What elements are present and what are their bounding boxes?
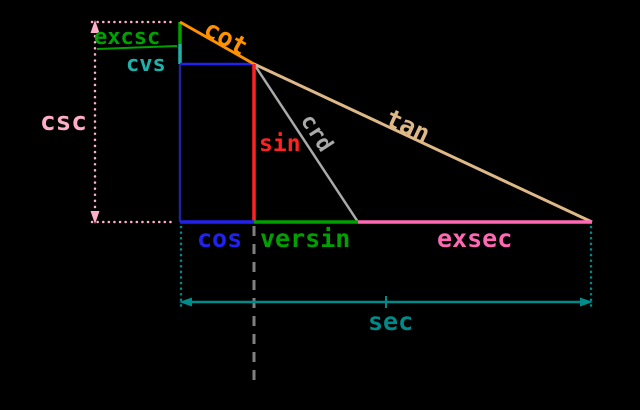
csc-arrowhead-bottom-icon (90, 211, 100, 224)
excsc-label: excsc (94, 25, 160, 50)
sin-label: sin (259, 131, 301, 157)
cot-label: cot (199, 14, 253, 61)
excsc-leader-line (96, 45, 178, 50)
sec-arrowhead-left-icon (179, 297, 192, 307)
cvs-label: cvs (126, 52, 166, 77)
versin-label: versin (260, 224, 350, 253)
csc-arrowhead-top-icon (90, 20, 100, 33)
sec-label: sec (368, 307, 413, 336)
cos-label: cos (197, 224, 242, 253)
tan-label: tan (381, 103, 434, 148)
sec-arrowhead-right-icon (580, 297, 593, 307)
cot-line (179, 20, 255, 66)
csc-label: csc (40, 107, 87, 137)
exsec-label: exsec (437, 224, 512, 253)
crd-line (252, 63, 360, 223)
tan-line (253, 62, 593, 224)
crd-label: crd (295, 110, 338, 157)
